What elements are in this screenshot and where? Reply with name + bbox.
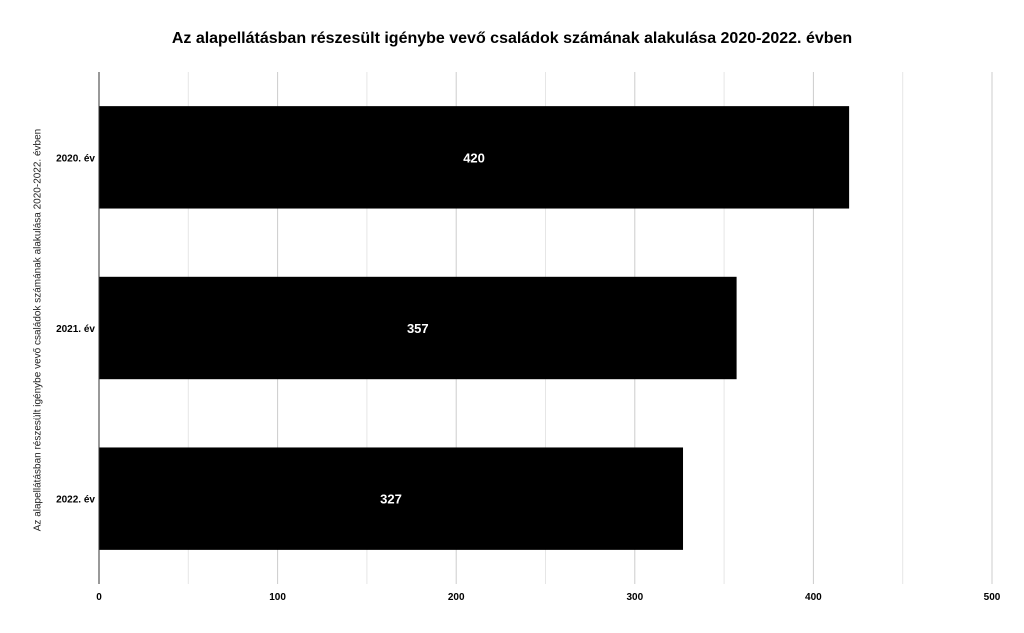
x-tick-label: 400 [805, 592, 822, 603]
x-tick-label: 300 [626, 592, 643, 603]
bar [99, 447, 684, 550]
category-label: 2021. év [56, 324, 95, 335]
data-label: 357 [407, 321, 429, 336]
category-label: 2022. év [56, 495, 95, 506]
x-tick-label: 0 [96, 592, 102, 603]
x-tick-label: 200 [448, 592, 465, 603]
x-tick-label: 100 [269, 592, 286, 603]
x-tick-label: 500 [984, 592, 1001, 603]
bar [99, 106, 850, 209]
data-label: 327 [380, 492, 402, 507]
category-label: 2020. év [56, 153, 95, 164]
chart-title: Az alapellátásban részesült igénybe vevő… [171, 30, 853, 47]
bar [99, 276, 737, 380]
bars: 420 357 327 [99, 106, 850, 550]
axes: 2020. év 2021. év 2022. év 0 100 200 300 400 500 [56, 72, 1001, 603]
data-label: 420 [463, 150, 485, 165]
